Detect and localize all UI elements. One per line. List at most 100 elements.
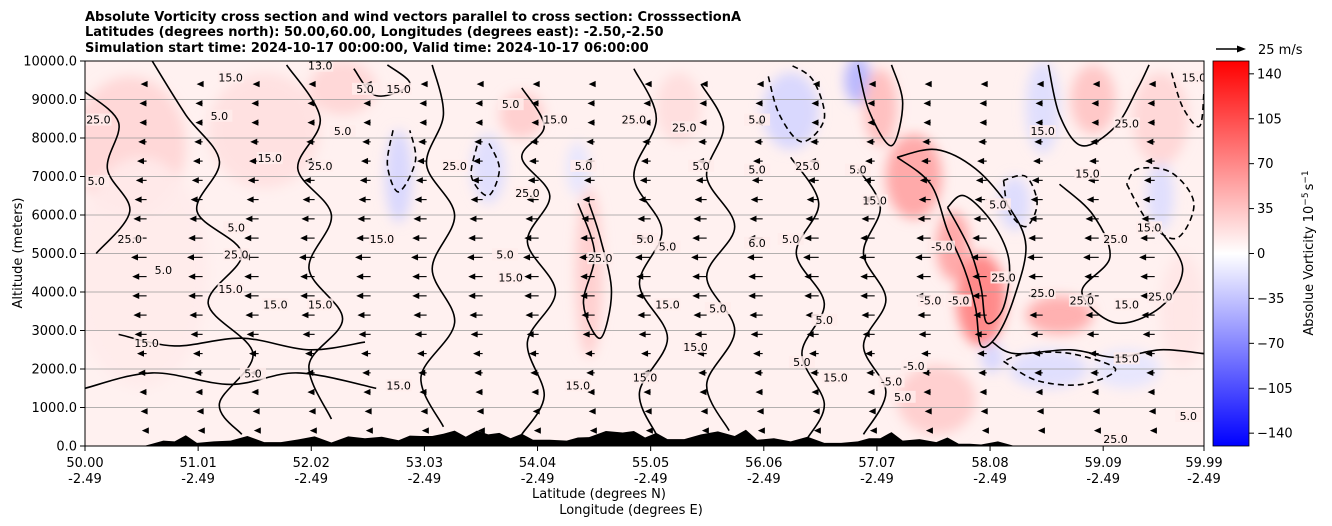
contour-label: 15.0 bbox=[683, 341, 708, 354]
wind-vectors bbox=[131, 80, 1157, 434]
wind-vector-head bbox=[580, 234, 588, 242]
colorbar-label: Absolue Vorticity 10−5 s−1 bbox=[1301, 170, 1317, 335]
contour-label-bg bbox=[682, 340, 709, 353]
contour-label-bg bbox=[744, 113, 771, 126]
colorbar-label-unit: s bbox=[1302, 183, 1317, 190]
contour-label: 15.0 bbox=[386, 379, 411, 392]
wind-vector-head bbox=[249, 350, 257, 357]
wind-vector-head bbox=[133, 311, 141, 319]
wind-vector-head bbox=[1035, 100, 1043, 107]
contour-positive bbox=[857, 168, 887, 435]
colorbar-label-exponent-2: −1 bbox=[1301, 170, 1311, 183]
contour-label: 25.0 bbox=[622, 114, 647, 127]
wind-vector-head bbox=[859, 254, 867, 261]
wind-vector-head bbox=[1086, 331, 1094, 338]
wind-vector-head bbox=[299, 254, 307, 261]
wind-vector-head bbox=[644, 408, 652, 415]
wind-vector-head bbox=[1147, 119, 1155, 126]
contour-label: 5.0 bbox=[356, 83, 374, 96]
wind-vector-head bbox=[140, 408, 148, 415]
contour-label-bg bbox=[1180, 71, 1204, 84]
wind-vector-head bbox=[306, 138, 314, 146]
wind-vector-head bbox=[245, 215, 253, 223]
wind-vector-head bbox=[363, 119, 371, 126]
wind-vector-head bbox=[698, 369, 706, 377]
wind-vector-head bbox=[356, 292, 364, 300]
contour-label-bg bbox=[777, 232, 804, 245]
colorbar-tick-label: 70 bbox=[1257, 157, 1274, 172]
y-tick-label: 5000.0 bbox=[32, 247, 78, 262]
contour-label-bg bbox=[1074, 167, 1101, 180]
contour-positive bbox=[700, 83, 736, 431]
contour-label-bg bbox=[917, 294, 944, 307]
contour-label: 25.0 bbox=[1103, 233, 1128, 246]
contour-label: 5.0 bbox=[816, 314, 834, 327]
wind-vector-head bbox=[589, 427, 597, 434]
x-tick-label-longitude: -2.49 bbox=[68, 472, 102, 487]
contour-label-bg bbox=[1113, 117, 1140, 130]
contour-label-bg bbox=[1068, 294, 1095, 307]
wind-vector-head bbox=[869, 427, 877, 434]
x-axis-label-latitude: Latitude (degrees N) bbox=[532, 487, 666, 502]
contour-label-bg bbox=[632, 232, 659, 245]
wind-vector-head bbox=[978, 369, 986, 377]
wind-vector-head bbox=[1089, 350, 1097, 357]
wind-vector-head bbox=[244, 273, 252, 280]
vorticity-blob bbox=[1132, 72, 1189, 165]
wind-vector-head bbox=[974, 196, 982, 203]
wind-vector-head bbox=[356, 273, 364, 280]
wind-vector-head bbox=[246, 196, 254, 203]
wind-vector-head bbox=[476, 408, 484, 415]
wind-vector-head bbox=[364, 408, 372, 415]
wind-vector-head bbox=[187, 254, 195, 261]
wind-vector-head bbox=[972, 273, 980, 280]
wind-vector-head bbox=[582, 331, 590, 338]
wind-vector-head bbox=[865, 157, 873, 165]
contour-label-bg bbox=[704, 302, 731, 315]
contour-label: 15.0 bbox=[258, 152, 283, 165]
contour-label-bg bbox=[794, 159, 821, 172]
vorticity-blob bbox=[897, 365, 976, 435]
contour-label: 5.0 bbox=[244, 368, 262, 381]
wind-vector-head bbox=[698, 138, 706, 146]
wind-vector-head bbox=[811, 119, 819, 126]
contour-label-bg bbox=[262, 298, 289, 311]
wind-vector-head bbox=[1086, 196, 1094, 203]
wind-vector-head bbox=[363, 388, 371, 396]
wind-vector-head bbox=[1093, 427, 1101, 434]
wind-vector-head bbox=[189, 311, 197, 319]
contour-label-bg bbox=[240, 367, 267, 380]
contour-label: 5.0 bbox=[793, 356, 811, 369]
contour-label: 15.0 bbox=[633, 372, 658, 385]
wind-vector-head bbox=[468, 292, 476, 300]
wind-vector-head bbox=[133, 215, 141, 223]
wind-vector-head bbox=[527, 177, 535, 184]
wind-vector-head bbox=[1084, 234, 1092, 242]
wind-vector-head bbox=[756, 80, 764, 88]
contour-positive bbox=[1058, 183, 1184, 325]
contour-label: 15.0 bbox=[655, 298, 680, 311]
wind-vector-head bbox=[306, 369, 314, 377]
wind-vector-head bbox=[587, 100, 595, 107]
contour-label: 5.0 bbox=[782, 233, 800, 246]
wind-vector-head bbox=[414, 331, 422, 338]
wind-vector-head bbox=[196, 80, 204, 88]
wind-vector-head bbox=[138, 369, 146, 377]
wind-vector-head bbox=[973, 215, 981, 223]
contour-positive bbox=[633, 68, 669, 435]
wind-vector-head bbox=[529, 157, 537, 165]
wind-vector-head bbox=[307, 100, 315, 107]
wind-vector-head bbox=[586, 369, 594, 377]
wind-vector-head bbox=[418, 369, 426, 377]
wind-vector-head bbox=[252, 408, 260, 415]
wind-vector-head bbox=[474, 138, 482, 146]
contour-label: 25.0 bbox=[118, 233, 143, 246]
wind-vector-head bbox=[1030, 331, 1038, 338]
wind-vector-head bbox=[188, 234, 196, 242]
wind-vector-head bbox=[413, 215, 421, 223]
contour-label: 25.0 bbox=[442, 160, 467, 173]
wind-vector-head bbox=[748, 273, 756, 280]
contour-label: 5.0 bbox=[496, 248, 514, 261]
contour-label-bg bbox=[133, 336, 160, 349]
contour-label: 25.0 bbox=[588, 252, 613, 265]
